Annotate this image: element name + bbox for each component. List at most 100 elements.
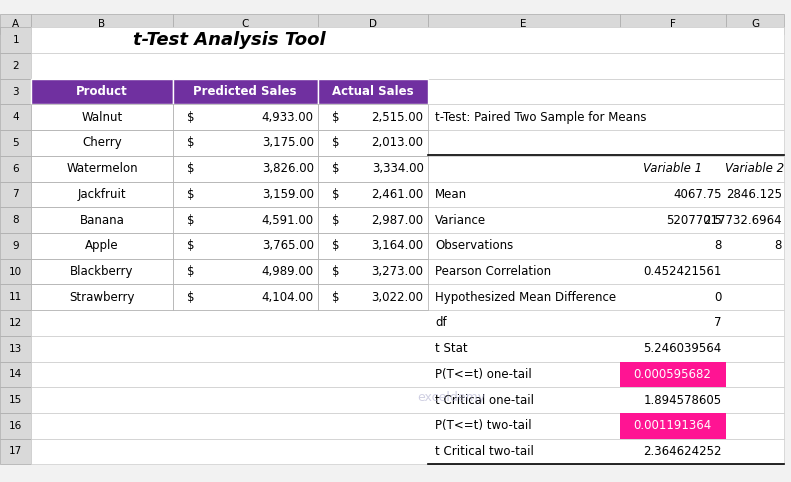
Text: 4067.75: 4067.75: [673, 188, 721, 201]
FancyBboxPatch shape: [619, 362, 725, 387]
Text: 3,175.00: 3,175.00: [262, 136, 314, 149]
FancyBboxPatch shape: [32, 387, 785, 413]
FancyBboxPatch shape: [0, 53, 32, 79]
Text: $: $: [331, 265, 339, 278]
Text: P(T<=t) one-tail: P(T<=t) one-tail: [435, 368, 532, 381]
FancyBboxPatch shape: [32, 439, 785, 464]
Text: F: F: [670, 19, 676, 29]
Text: $: $: [331, 291, 339, 304]
FancyBboxPatch shape: [32, 233, 172, 259]
Text: Banana: Banana: [80, 214, 124, 227]
FancyBboxPatch shape: [32, 362, 785, 387]
FancyBboxPatch shape: [0, 413, 32, 439]
Text: $: $: [331, 188, 339, 201]
FancyBboxPatch shape: [619, 413, 725, 439]
Text: $: $: [187, 111, 195, 124]
Text: 5: 5: [13, 138, 19, 148]
Text: $: $: [187, 265, 195, 278]
Text: t-Test: Paired Two Sample for Means: t-Test: Paired Two Sample for Means: [435, 111, 647, 124]
Text: E: E: [520, 19, 527, 29]
Text: 3,273.00: 3,273.00: [372, 265, 424, 278]
FancyBboxPatch shape: [32, 53, 785, 79]
Text: Blackberry: Blackberry: [70, 265, 134, 278]
Text: $: $: [187, 162, 195, 175]
Text: 16: 16: [9, 421, 22, 431]
Text: Pearson Correlation: Pearson Correlation: [435, 265, 551, 278]
Text: df: df: [435, 317, 447, 329]
Text: 1.894578605: 1.894578605: [644, 394, 721, 406]
Text: B: B: [98, 19, 105, 29]
Text: Variable 1: Variable 1: [643, 162, 702, 175]
Text: $: $: [331, 162, 339, 175]
FancyBboxPatch shape: [172, 233, 318, 259]
Text: 3,159.00: 3,159.00: [262, 188, 314, 201]
FancyBboxPatch shape: [318, 105, 427, 130]
Text: t Critical two-tail: t Critical two-tail: [435, 445, 534, 458]
FancyBboxPatch shape: [172, 284, 318, 310]
FancyBboxPatch shape: [32, 413, 785, 439]
Text: $: $: [187, 214, 195, 227]
FancyBboxPatch shape: [619, 14, 725, 34]
Text: 2.364624252: 2.364624252: [643, 445, 721, 458]
FancyBboxPatch shape: [0, 182, 32, 207]
FancyBboxPatch shape: [32, 284, 172, 310]
FancyBboxPatch shape: [172, 105, 318, 130]
Text: Watermelon: Watermelon: [66, 162, 138, 175]
Text: 10: 10: [9, 267, 22, 277]
Text: 3,022.00: 3,022.00: [372, 291, 424, 304]
Text: $: $: [187, 188, 195, 201]
Text: 4,104.00: 4,104.00: [262, 291, 314, 304]
Text: $: $: [331, 111, 339, 124]
Text: P(T<=t) two-tail: P(T<=t) two-tail: [435, 419, 532, 432]
FancyBboxPatch shape: [318, 79, 427, 105]
Text: 12: 12: [9, 318, 22, 328]
Text: 4,591.00: 4,591.00: [262, 214, 314, 227]
Text: $: $: [187, 291, 195, 304]
Text: 11: 11: [9, 292, 22, 302]
FancyBboxPatch shape: [32, 259, 785, 284]
Text: t Critical one-tail: t Critical one-tail: [435, 394, 535, 406]
FancyBboxPatch shape: [0, 387, 32, 413]
FancyBboxPatch shape: [427, 14, 619, 34]
Text: 0.452421561: 0.452421561: [643, 265, 721, 278]
FancyBboxPatch shape: [318, 284, 427, 310]
FancyBboxPatch shape: [32, 79, 785, 105]
FancyBboxPatch shape: [0, 310, 32, 336]
Text: 1: 1: [13, 35, 19, 45]
FancyBboxPatch shape: [172, 259, 318, 284]
FancyBboxPatch shape: [0, 336, 32, 362]
Text: 2846.125: 2846.125: [726, 188, 782, 201]
Text: $: $: [187, 240, 195, 252]
FancyBboxPatch shape: [318, 156, 427, 182]
Text: Observations: Observations: [435, 240, 513, 252]
Text: $: $: [331, 214, 339, 227]
FancyBboxPatch shape: [32, 105, 785, 130]
FancyBboxPatch shape: [32, 156, 785, 182]
Text: 7: 7: [13, 189, 19, 200]
Text: Predicted Sales: Predicted Sales: [193, 85, 297, 98]
Text: 3,826.00: 3,826.00: [262, 162, 314, 175]
FancyBboxPatch shape: [32, 27, 785, 53]
Text: Hypothesized Mean Difference: Hypothesized Mean Difference: [435, 291, 616, 304]
Text: Walnut: Walnut: [81, 111, 123, 124]
FancyBboxPatch shape: [32, 130, 785, 156]
FancyBboxPatch shape: [172, 14, 318, 34]
FancyBboxPatch shape: [0, 156, 32, 182]
Text: 9: 9: [13, 241, 19, 251]
FancyBboxPatch shape: [318, 233, 427, 259]
Text: Product: Product: [76, 85, 128, 98]
FancyBboxPatch shape: [32, 207, 172, 233]
FancyBboxPatch shape: [0, 105, 32, 130]
FancyBboxPatch shape: [32, 207, 785, 233]
Text: C: C: [241, 19, 249, 29]
FancyBboxPatch shape: [32, 259, 172, 284]
Text: 3,164.00: 3,164.00: [372, 240, 424, 252]
Text: 0.000595682: 0.000595682: [634, 368, 712, 381]
FancyBboxPatch shape: [318, 14, 427, 34]
Text: 8: 8: [714, 240, 721, 252]
FancyBboxPatch shape: [0, 130, 32, 156]
FancyBboxPatch shape: [0, 27, 32, 53]
FancyBboxPatch shape: [172, 182, 318, 207]
Text: 4: 4: [13, 112, 19, 122]
Text: 520770.5: 520770.5: [666, 214, 721, 227]
